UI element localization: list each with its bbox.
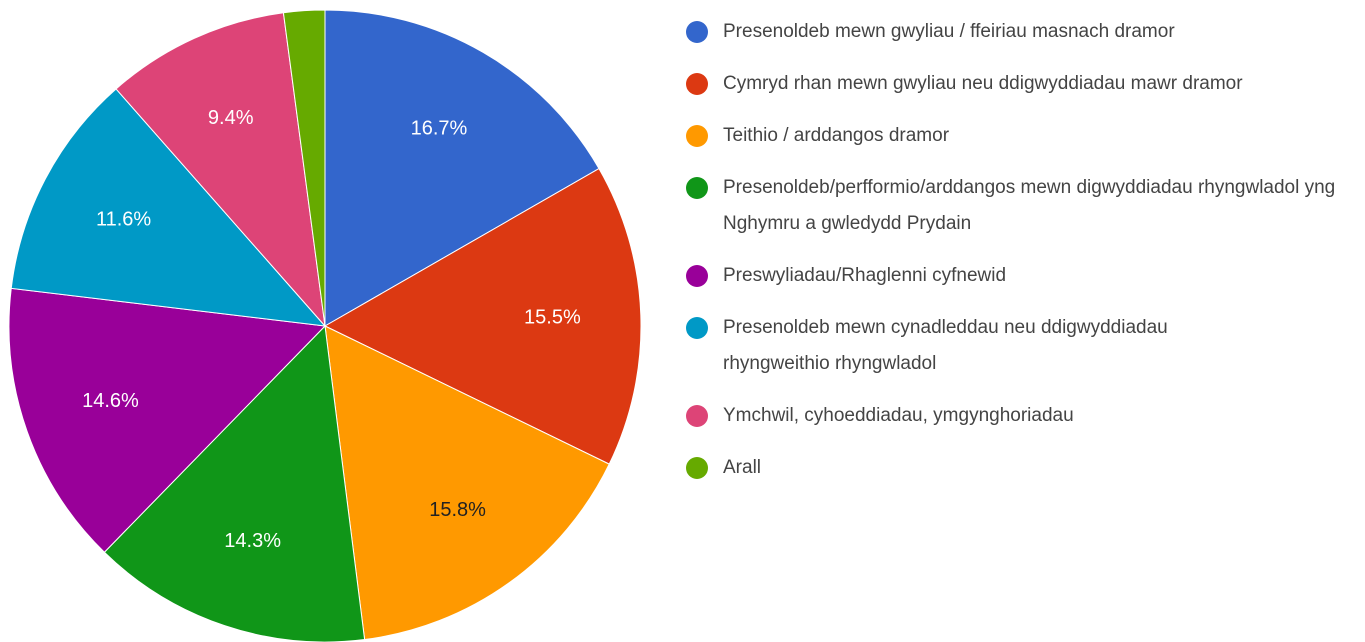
legend: Presenoldeb mewn gwyliau / ffeiriau masn… <box>686 14 1365 502</box>
pie-chart: 16.7% 15.5% 15.8% 14.3% 14.6% 11.6% 9.4% <box>8 9 642 642</box>
legend-item: Presenoldeb/perfformio/arddangos mewn di… <box>686 170 1365 242</box>
legend-label: Presenoldeb mewn cynadleddau neu ddigwyd… <box>723 317 1168 374</box>
slice-label: 15.5% <box>524 306 581 328</box>
legend-label: Arall <box>723 457 762 478</box>
legend-swatch <box>686 177 708 199</box>
legend-swatch <box>686 457 708 479</box>
pie-slice <box>324 9 600 327</box>
legend-label: Preswyliadau/Rhaglenni cyfnewid <box>723 265 1007 286</box>
slice-label: 9.4% <box>208 107 254 129</box>
pie-slice <box>282 9 326 327</box>
legend-swatch <box>686 73 708 95</box>
pie-slice <box>324 325 610 641</box>
slice-label: 16.7% <box>411 117 468 139</box>
pie-slice <box>115 12 326 328</box>
legend-item: Arall <box>686 450 1365 486</box>
pie-slice <box>8 287 327 553</box>
legend-item: Preswyliadau/Rhaglenni cyfnewid <box>686 258 1365 294</box>
legend-item: Presenoldeb mewn gwyliau / ffeiriau masn… <box>686 14 1365 50</box>
legend-item: Cymryd rhan mewn gwyliau neu ddigwyddiad… <box>686 66 1365 102</box>
slice-label: 15.8% <box>429 499 486 521</box>
legend-item: Ymchwil, cyhoeddiadau, ymgynghoriadau <box>686 398 1365 434</box>
legend-swatch <box>686 317 708 339</box>
legend-label: Presenoldeb/perfformio/arddangos mewn di… <box>723 177 1336 234</box>
slice-label: 14.6% <box>82 390 139 412</box>
legend-label: Cymryd rhan mewn gwyliau neu ddigwyddiad… <box>723 73 1243 94</box>
legend-swatch <box>686 21 708 43</box>
slice-label: 14.3% <box>224 530 281 552</box>
legend-label: Presenoldeb mewn gwyliau / ffeiriau masn… <box>723 21 1175 42</box>
legend-item: Teithio / arddangos dramor <box>686 118 1365 154</box>
legend-swatch <box>686 265 708 287</box>
legend-label: Ymchwil, cyhoeddiadau, ymgynghoriadau <box>723 405 1074 426</box>
pie-slice <box>323 167 642 465</box>
legend-swatch <box>686 125 708 147</box>
legend-label: Teithio / arddangos dramor <box>723 125 950 146</box>
slice-label: 11.6% <box>96 208 151 230</box>
legend-item: Presenoldeb mewn cynadleddau neu ddigwyd… <box>686 310 1365 382</box>
legend-swatch <box>686 405 708 427</box>
pie-slice <box>10 88 327 327</box>
